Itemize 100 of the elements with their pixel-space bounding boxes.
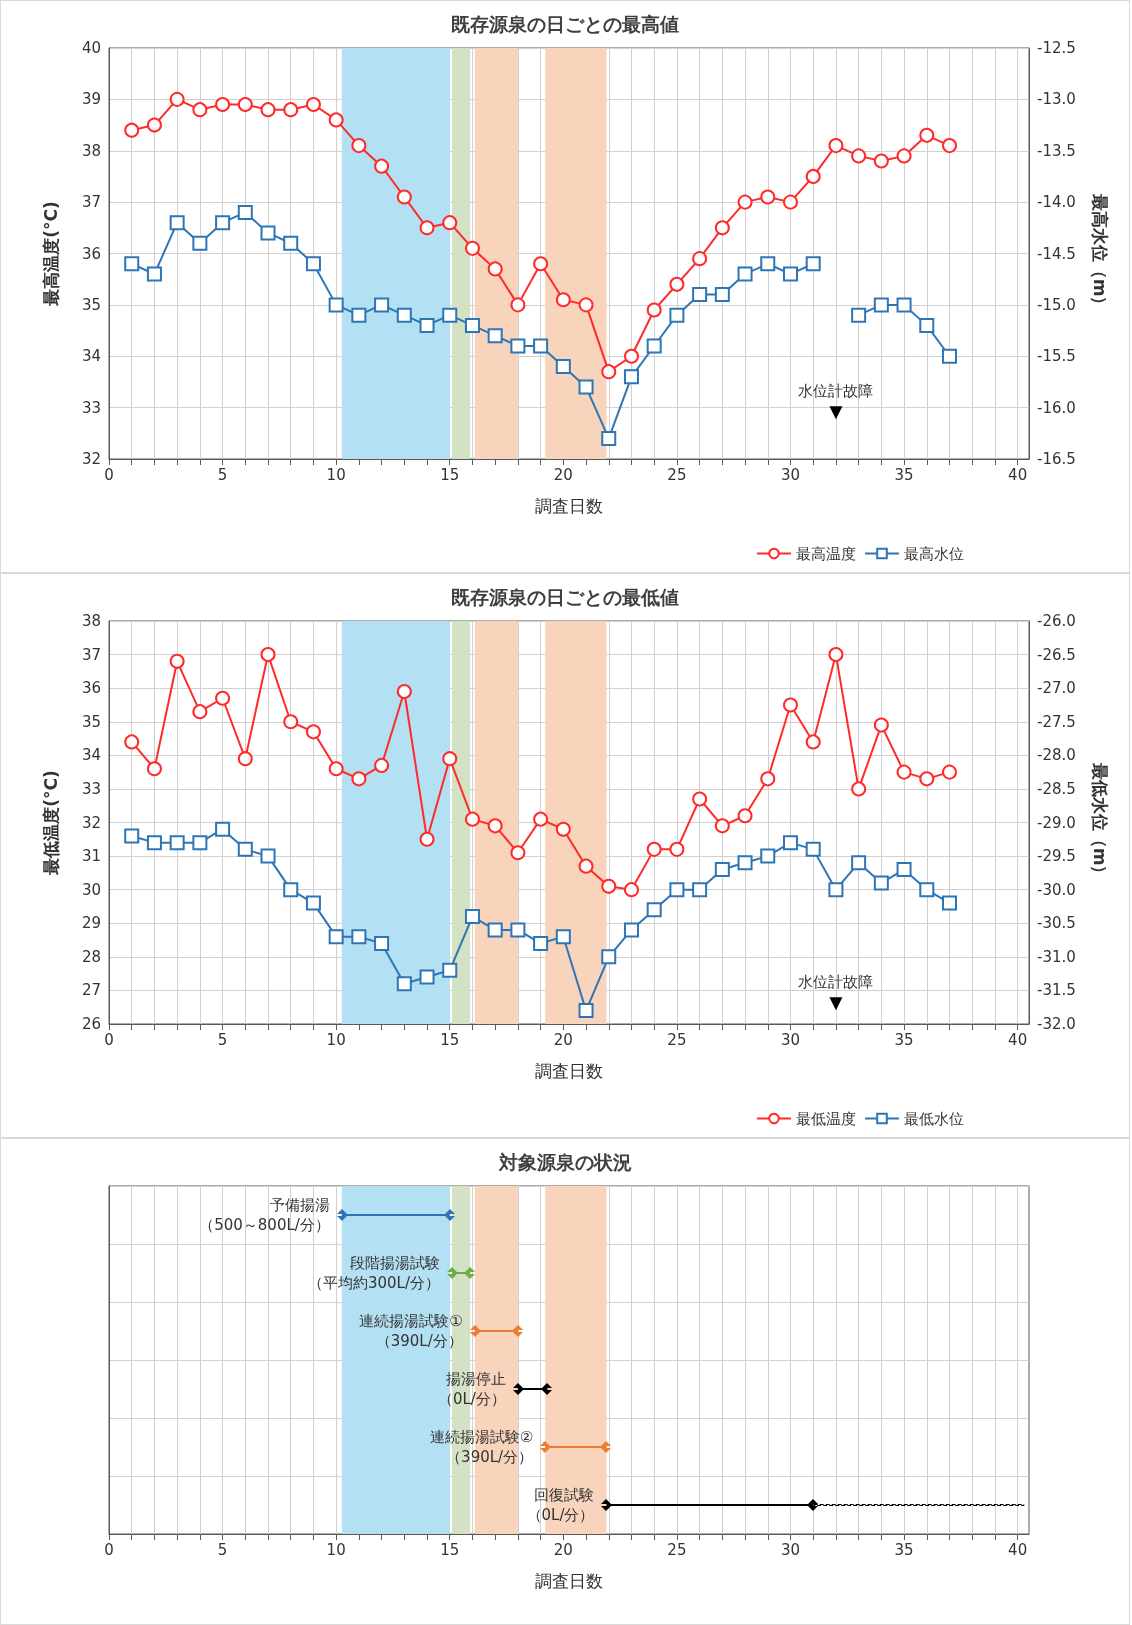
point [578, 379, 594, 395]
point [442, 962, 458, 978]
y-tick-label: 回復試験（0L/分） [526, 1486, 595, 1524]
point [260, 102, 276, 118]
point [328, 112, 344, 128]
y-tick-label: 39 [81, 90, 101, 109]
point [328, 929, 344, 945]
point [828, 647, 844, 663]
point [896, 764, 912, 780]
y-tick-label: 予備揚湯（500～800L/分） [199, 1196, 330, 1234]
point [237, 841, 253, 857]
y-tick-label: 37 [81, 645, 101, 664]
point [760, 771, 776, 787]
x-tick-label: 35 [894, 1030, 914, 1049]
point [283, 882, 299, 898]
y-tick-label: 26 [81, 1015, 101, 1033]
point [646, 902, 662, 918]
y2-axis-title: 最低水位（m） [1089, 761, 1110, 883]
point [464, 240, 480, 256]
point [192, 235, 208, 251]
point [533, 811, 549, 827]
point [805, 256, 821, 272]
point [942, 764, 957, 780]
x-tick-label: 0 [104, 1540, 114, 1559]
point [623, 882, 639, 898]
point [533, 338, 549, 354]
point [374, 935, 390, 951]
y-tick-label: 36 [81, 679, 101, 698]
point [737, 194, 753, 210]
point [419, 831, 435, 847]
point [237, 97, 253, 113]
point [851, 781, 867, 797]
point [487, 328, 503, 344]
x-tick-label: 25 [667, 1030, 687, 1049]
point [146, 835, 162, 851]
x-tick-label: 40 [1008, 465, 1028, 484]
x-tick-label: 35 [894, 465, 914, 484]
y-axis-title: 最低温度(°C) [40, 770, 61, 876]
y2-tick-label: -28.5 [1037, 779, 1076, 798]
point [692, 251, 708, 267]
point [351, 929, 367, 945]
point [419, 220, 435, 236]
point [669, 307, 685, 323]
point [260, 848, 276, 864]
point [464, 811, 480, 827]
point [760, 189, 776, 205]
x-tick-label: 15 [440, 1540, 460, 1559]
point [851, 855, 867, 871]
point [782, 835, 798, 851]
y2-tick-label: -12.5 [1037, 39, 1076, 57]
y-tick-label: 連続揚湯試験②（390L/分） [429, 1428, 534, 1466]
x-tick-label: 40 [1008, 1540, 1028, 1559]
point [941, 348, 957, 364]
y2-tick-label: -27.5 [1037, 712, 1076, 731]
point [714, 287, 730, 303]
point [601, 949, 617, 965]
x-tick-label: 30 [780, 1030, 801, 1049]
y2-tick-label: -16.0 [1037, 398, 1076, 417]
point [146, 117, 162, 133]
bar [474, 1330, 518, 1332]
point [305, 256, 321, 272]
y-tick-label: 33 [81, 779, 101, 798]
x-tick-label: 30 [780, 465, 801, 484]
point [782, 697, 798, 713]
point [260, 647, 276, 663]
point [169, 835, 185, 851]
point [260, 225, 276, 241]
point [942, 138, 957, 154]
y2-tick-label: -29.5 [1037, 847, 1076, 866]
x-tick-label: 25 [667, 465, 687, 484]
point [669, 276, 685, 292]
y2-tick-label: -15.0 [1037, 295, 1076, 314]
point [169, 215, 185, 231]
y-tick-label: 40 [81, 39, 101, 57]
point [510, 338, 526, 354]
point [192, 102, 208, 118]
y-tick-label: 37 [81, 193, 101, 212]
point [805, 841, 821, 857]
point [737, 855, 753, 871]
point [555, 292, 571, 308]
point [351, 307, 367, 323]
point [714, 862, 730, 878]
point [237, 751, 253, 767]
x-tick-label: 0 [104, 1030, 114, 1049]
y-tick-label: 33 [81, 398, 101, 417]
point [919, 771, 935, 787]
point [419, 969, 435, 985]
point [828, 138, 844, 154]
y-tick-label: 36 [81, 244, 101, 263]
x-axis-title: 調査日数 [535, 495, 603, 516]
x-tick-label: 35 [894, 1540, 914, 1559]
y2-tick-label: -28.0 [1037, 746, 1076, 765]
point [578, 297, 594, 313]
point [283, 102, 299, 118]
point [578, 1003, 594, 1019]
point [215, 215, 231, 231]
point [374, 757, 390, 773]
bar [341, 1214, 450, 1216]
point [692, 882, 708, 898]
y2-tick-label: -14.0 [1037, 193, 1076, 212]
